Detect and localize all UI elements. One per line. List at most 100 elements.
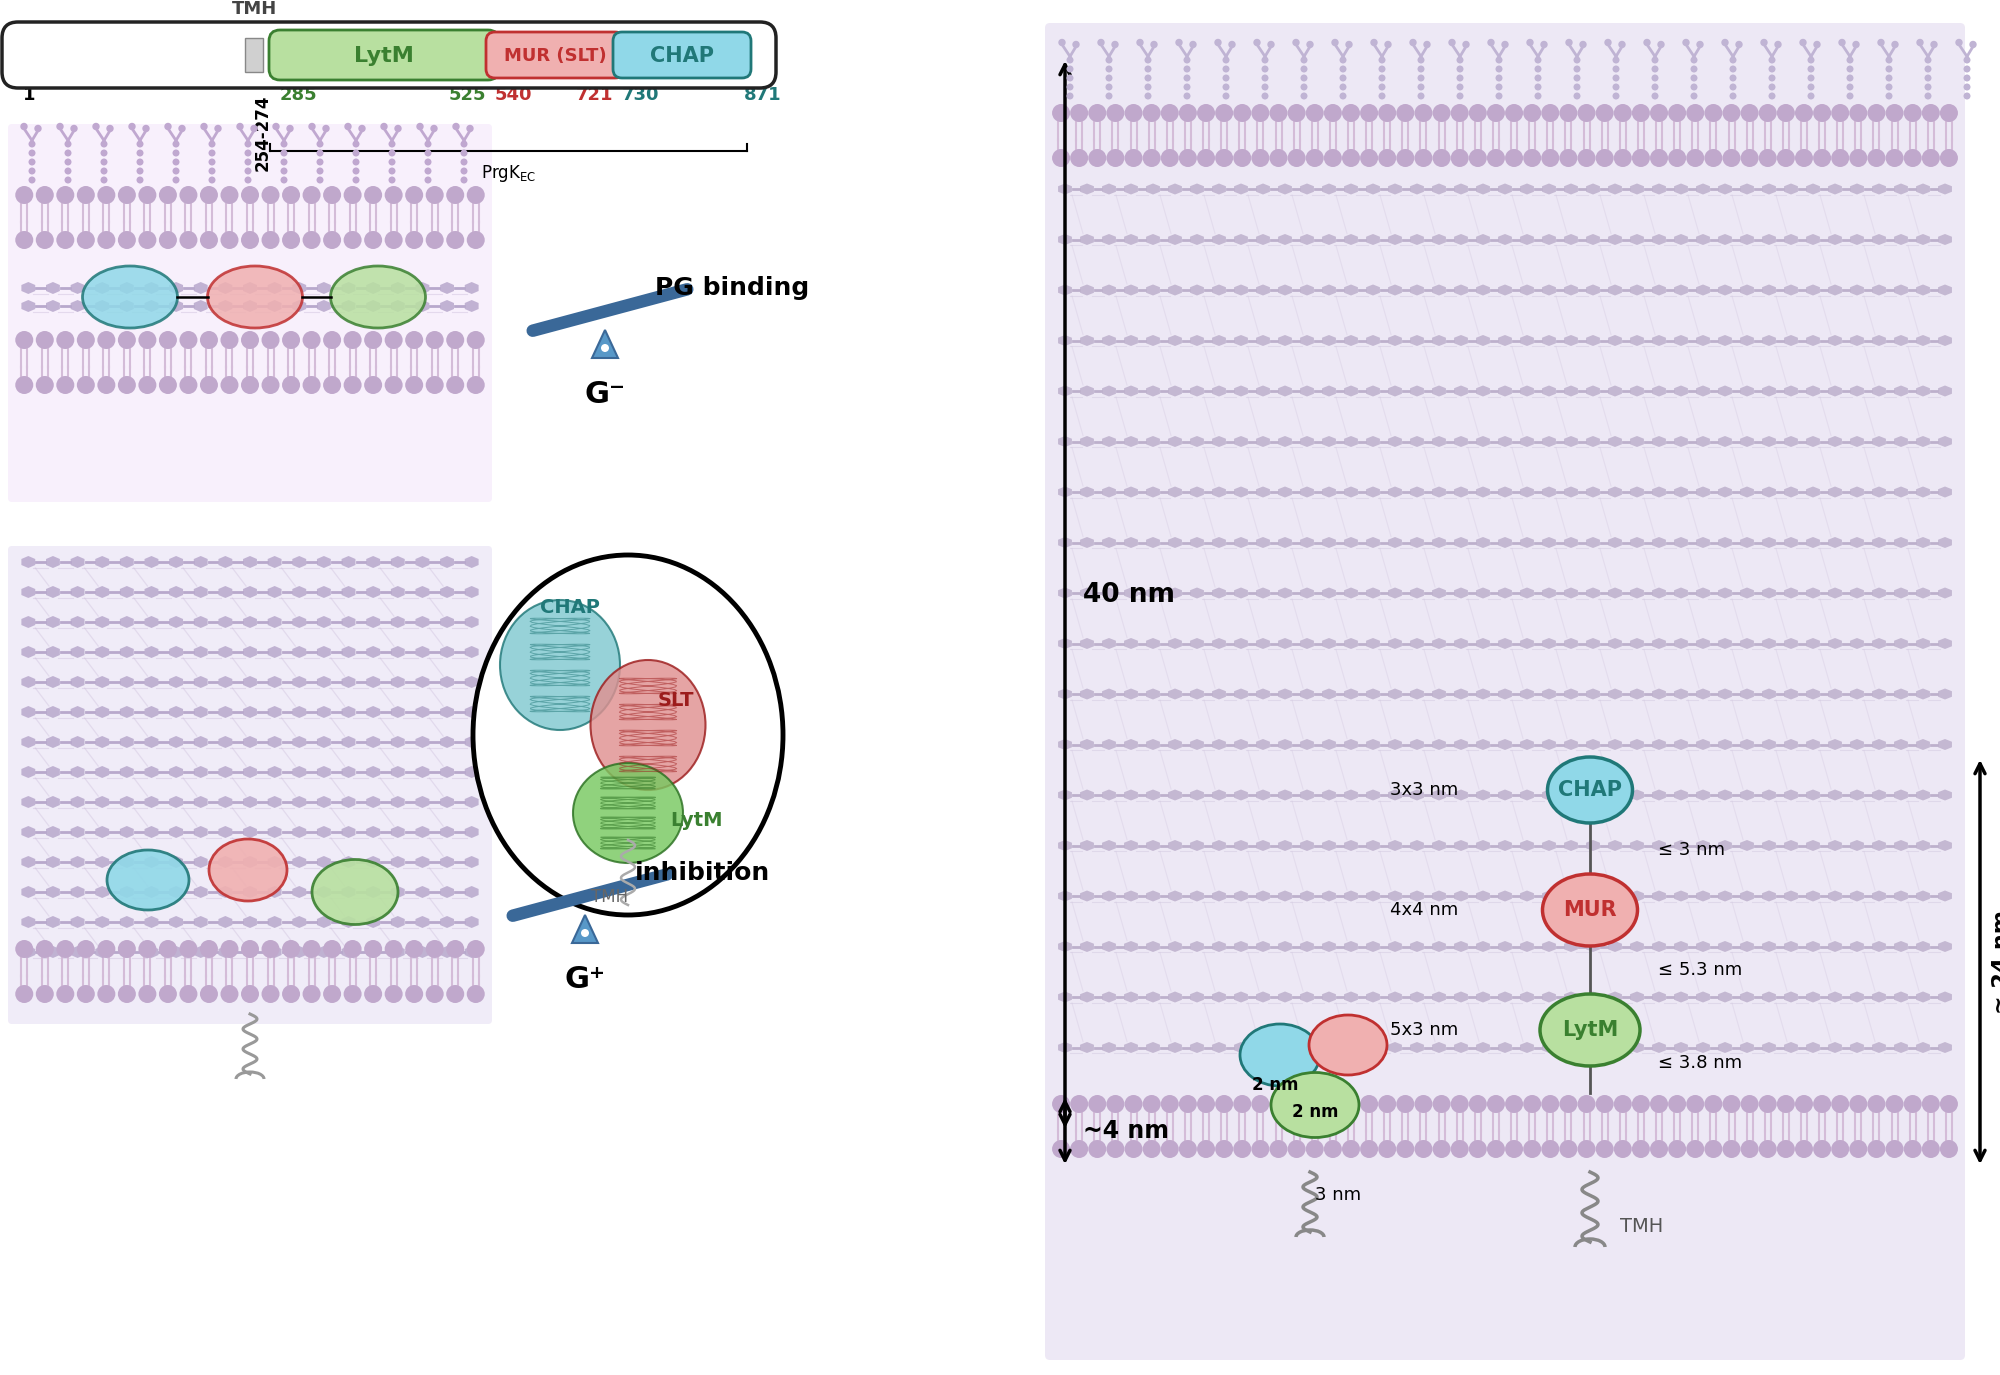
Polygon shape	[1388, 487, 1402, 498]
Circle shape	[1222, 56, 1230, 63]
FancyBboxPatch shape	[8, 546, 492, 1024]
Circle shape	[1542, 148, 1560, 166]
Circle shape	[1378, 104, 1396, 122]
Polygon shape	[1124, 941, 1138, 952]
Polygon shape	[366, 886, 380, 898]
Polygon shape	[1762, 789, 1776, 800]
Circle shape	[1940, 1140, 1958, 1158]
Circle shape	[1650, 148, 1668, 166]
Polygon shape	[1652, 1042, 1666, 1053]
Polygon shape	[366, 646, 380, 659]
Circle shape	[1124, 1140, 1142, 1158]
Polygon shape	[366, 796, 380, 808]
Circle shape	[1924, 84, 1932, 91]
Polygon shape	[1894, 638, 1908, 649]
Polygon shape	[268, 300, 282, 312]
Circle shape	[1690, 66, 1698, 73]
Polygon shape	[1234, 941, 1248, 952]
Polygon shape	[316, 796, 330, 808]
Circle shape	[1198, 1140, 1216, 1158]
Polygon shape	[1124, 891, 1138, 902]
Circle shape	[56, 231, 74, 249]
Polygon shape	[1278, 183, 1292, 194]
Polygon shape	[1388, 587, 1402, 598]
Polygon shape	[1366, 183, 1380, 194]
Polygon shape	[1322, 789, 1336, 800]
Polygon shape	[46, 736, 60, 748]
Polygon shape	[1278, 738, 1292, 749]
Circle shape	[36, 331, 54, 349]
Circle shape	[56, 941, 74, 958]
Polygon shape	[390, 705, 404, 718]
Circle shape	[118, 231, 136, 249]
Polygon shape	[1542, 285, 1556, 296]
Circle shape	[426, 984, 444, 1002]
Polygon shape	[464, 705, 478, 718]
Polygon shape	[1080, 789, 1094, 800]
Polygon shape	[440, 300, 454, 312]
Polygon shape	[1586, 234, 1600, 245]
Circle shape	[1650, 1094, 1668, 1112]
Polygon shape	[1124, 587, 1138, 598]
Circle shape	[352, 158, 360, 165]
Polygon shape	[1124, 991, 1138, 1002]
Polygon shape	[1938, 840, 1952, 851]
Polygon shape	[1432, 789, 1446, 800]
Polygon shape	[1542, 941, 1556, 952]
Polygon shape	[144, 946, 158, 958]
Polygon shape	[244, 766, 256, 778]
Ellipse shape	[330, 265, 426, 329]
Polygon shape	[1344, 183, 1358, 194]
Polygon shape	[416, 586, 430, 598]
Polygon shape	[1586, 638, 1600, 649]
Circle shape	[460, 176, 468, 183]
Polygon shape	[416, 556, 430, 568]
Circle shape	[1652, 74, 1658, 81]
Circle shape	[1684, 40, 1688, 45]
Polygon shape	[1916, 285, 1930, 296]
Polygon shape	[1366, 285, 1380, 296]
Polygon shape	[22, 857, 36, 868]
Polygon shape	[1740, 183, 1754, 194]
Polygon shape	[1938, 538, 1952, 549]
Polygon shape	[1520, 183, 1534, 194]
Circle shape	[282, 984, 300, 1002]
Polygon shape	[1630, 1042, 1644, 1053]
Polygon shape	[1762, 891, 1776, 902]
Polygon shape	[1894, 689, 1908, 700]
Polygon shape	[1674, 789, 1688, 800]
Polygon shape	[1300, 436, 1314, 447]
Circle shape	[100, 168, 108, 175]
Polygon shape	[1146, 738, 1160, 749]
Polygon shape	[1828, 891, 1842, 902]
Circle shape	[1886, 92, 1892, 99]
Polygon shape	[416, 646, 430, 659]
Polygon shape	[1718, 436, 1732, 447]
Polygon shape	[1520, 689, 1534, 700]
Polygon shape	[1476, 840, 1490, 851]
Polygon shape	[170, 556, 184, 568]
Circle shape	[460, 150, 468, 157]
Polygon shape	[1586, 336, 1600, 346]
Polygon shape	[342, 946, 356, 958]
Circle shape	[1340, 84, 1346, 91]
Polygon shape	[1740, 738, 1754, 749]
Circle shape	[344, 331, 362, 349]
Circle shape	[1924, 66, 1932, 73]
Circle shape	[1704, 1094, 1722, 1112]
Polygon shape	[1762, 1042, 1776, 1053]
Circle shape	[1604, 40, 1612, 45]
Polygon shape	[144, 616, 158, 628]
Polygon shape	[316, 736, 330, 748]
Polygon shape	[268, 282, 282, 294]
Circle shape	[1360, 148, 1378, 166]
Polygon shape	[1542, 385, 1556, 396]
Polygon shape	[1806, 538, 1820, 549]
Circle shape	[388, 168, 396, 175]
Circle shape	[1088, 1094, 1106, 1112]
Polygon shape	[1234, 840, 1248, 851]
Circle shape	[1612, 56, 1620, 63]
Polygon shape	[1256, 336, 1270, 346]
Polygon shape	[70, 857, 84, 868]
Polygon shape	[1058, 487, 1072, 498]
